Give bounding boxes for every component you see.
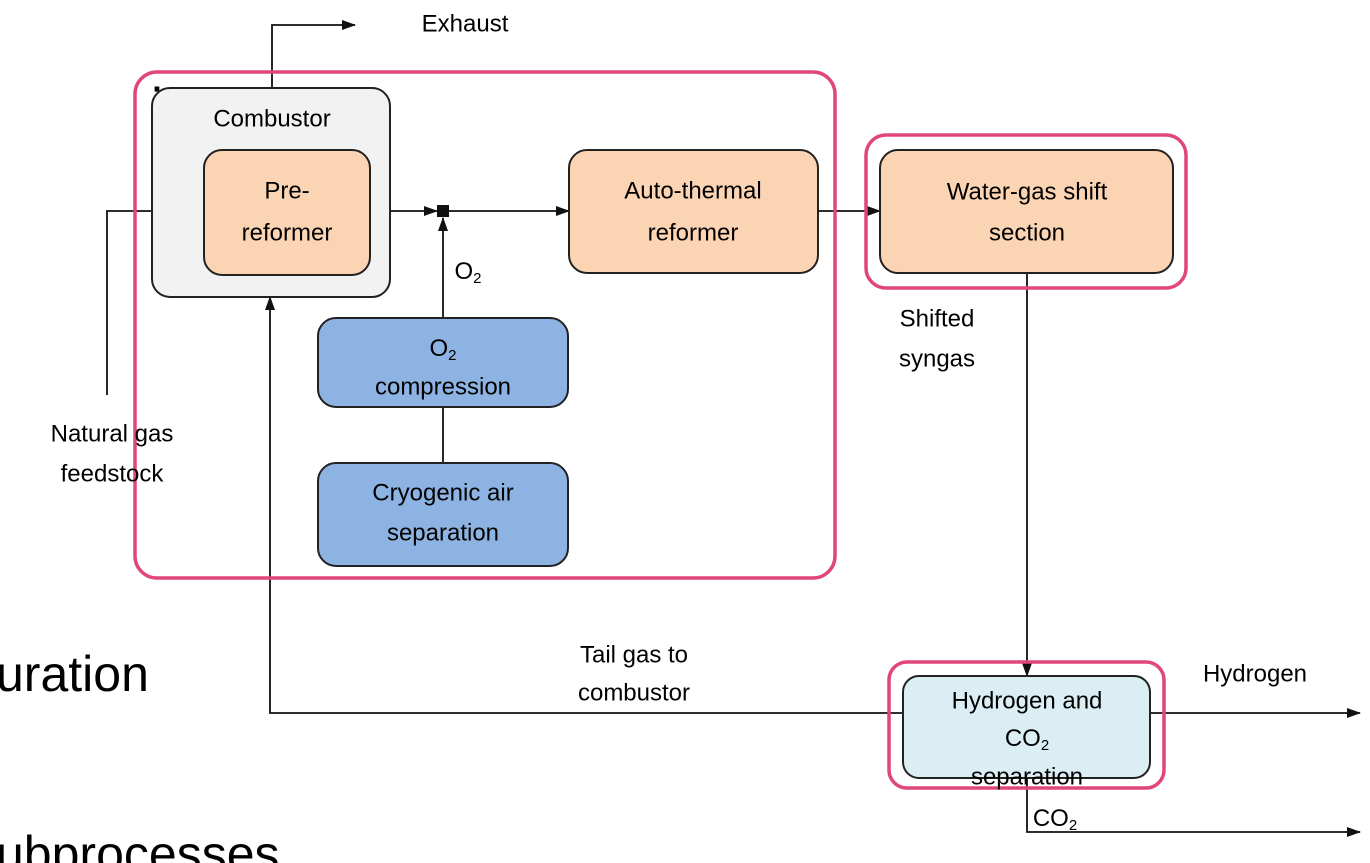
flow-label: O2 [454, 258, 481, 287]
flow-label: Natural gas [51, 420, 174, 447]
node-label: reformer [242, 219, 333, 246]
text: CO [1005, 725, 1041, 752]
node-label: CO2 [1005, 725, 1049, 754]
node-label: compression [375, 373, 511, 400]
o2-compression-box [317, 317, 569, 408]
node-label: section [989, 219, 1065, 246]
connectors [106, 20, 1361, 837]
flow-label: CO2 [1033, 805, 1077, 834]
highlight [864, 133, 1188, 290]
flow-label: syngas [899, 345, 975, 372]
atr-box [568, 149, 819, 274]
arrow [271, 20, 356, 88]
flow-label: Hydrogen [1203, 660, 1307, 687]
subscript: 2 [1041, 737, 1049, 754]
node-label: Cryogenic air [372, 479, 513, 506]
node-label: Hydrogen and [952, 687, 1103, 714]
flow-label: Tail gas to [580, 641, 688, 668]
node-label: O2 [429, 335, 456, 364]
junction [437, 205, 449, 217]
node-label: Pre- [264, 177, 309, 204]
subscript: 2 [1069, 817, 1077, 834]
node-label: reformer [648, 219, 739, 246]
slide-text: uration [0, 646, 149, 702]
flow-label: combustor [578, 679, 690, 706]
subscript: 2 [448, 347, 456, 364]
node-label: separation [387, 519, 499, 546]
highlight [887, 660, 1166, 790]
slide-text: ubprocesses [0, 826, 280, 863]
node-label: Combustor [213, 105, 330, 132]
arrow [1026, 778, 1361, 837]
flow-label: feedstock [61, 460, 165, 487]
flow-label: Exhaust [422, 10, 509, 37]
highlight [133, 70, 837, 580]
arrow [265, 296, 903, 714]
asu-box [317, 462, 569, 567]
flow-label: Shifted [900, 305, 975, 332]
pre-reformer-box [203, 149, 371, 276]
subscript: 2 [473, 270, 481, 287]
separation-box [902, 675, 1151, 779]
node-label: Auto-thermal [624, 177, 761, 204]
node-label: separation [971, 763, 1083, 790]
text: O [429, 335, 448, 362]
text: O [454, 258, 473, 285]
wgs-box [879, 149, 1174, 274]
text: CO [1033, 805, 1069, 832]
node-label: Water-gas shift [947, 178, 1108, 205]
